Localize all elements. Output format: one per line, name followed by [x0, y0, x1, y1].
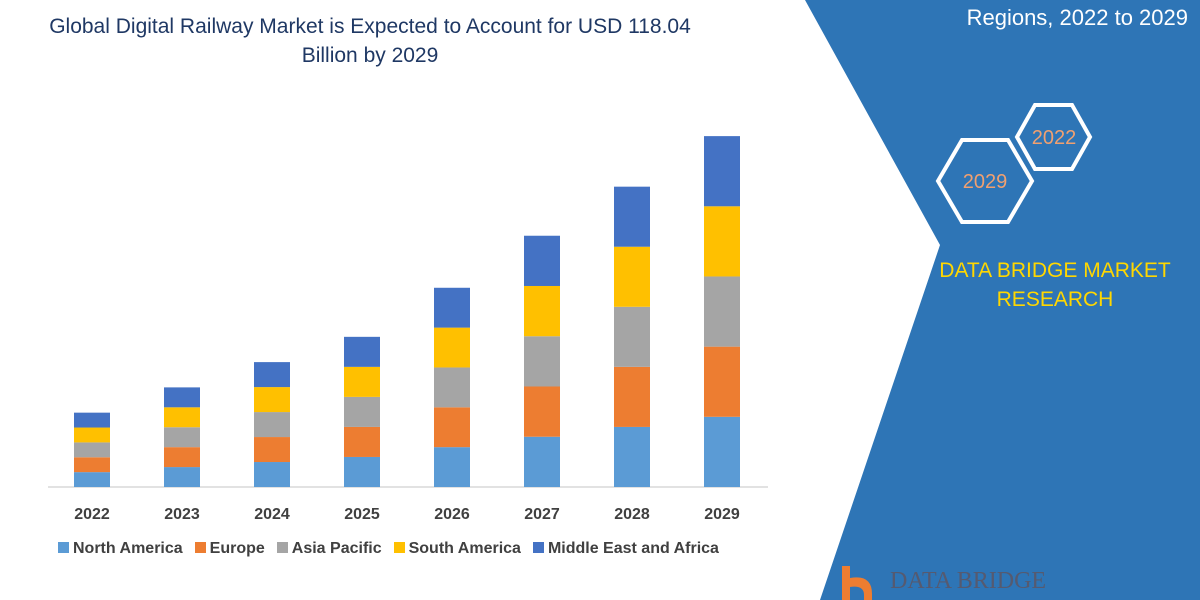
- bar-2028-middle-east-and-africa: [614, 186, 650, 247]
- legend-item: Middle East and Africa: [532, 540, 719, 558]
- bar-2024-north-america: [254, 462, 290, 487]
- bar-2027-europe: [524, 386, 560, 437]
- hexagon-2022: 2022: [1014, 103, 1093, 171]
- bar-2028-south-america: [614, 246, 650, 307]
- legend-swatch: [194, 542, 206, 553]
- bar-2026-south-america: [434, 327, 470, 368]
- x-tick-label: 2022: [74, 506, 110, 523]
- hexagon-2029: 2029: [935, 138, 1035, 224]
- bar-2023-north-america: [164, 467, 200, 487]
- bar-2029-europe: [704, 346, 740, 417]
- legend-label: Middle East and Africa: [547, 540, 719, 557]
- bar-2026-north-america: [434, 447, 470, 487]
- bar-2023-asia-pacific: [164, 427, 200, 448]
- x-tick-label: 2024: [254, 506, 290, 523]
- legend-label: North America: [73, 540, 183, 557]
- bar-2022-middle-east-and-africa: [74, 412, 110, 428]
- bar-2027-north-america: [524, 436, 560, 487]
- legend-item: Asia Pacific: [276, 540, 382, 558]
- bar-2023-europe: [164, 447, 200, 468]
- legend-swatch: [532, 542, 544, 553]
- logo-mark-icon: [842, 566, 872, 600]
- bar-2028-europe: [614, 366, 650, 427]
- bar-2024-south-america: [254, 387, 290, 413]
- chart-subtitle: Regions, 2022 to 2029: [966, 5, 1188, 30]
- legend-label: Asia Pacific: [291, 540, 382, 557]
- bar-2029-asia-pacific: [704, 276, 740, 347]
- bar-2026-middle-east-and-africa: [434, 287, 470, 328]
- chart-area: 2022 2023 2024 2025 2026 2027 2028 2029: [48, 136, 768, 523]
- bar-2022-north-america: [74, 472, 110, 487]
- bar-2024-middle-east-and-africa: [254, 362, 290, 388]
- bar-2028-asia-pacific: [614, 306, 650, 367]
- x-tick-label: 2027: [524, 506, 560, 523]
- bar-2023-south-america: [164, 407, 200, 428]
- x-tick-label: 2028: [614, 506, 650, 523]
- bar-2022-europe: [74, 457, 110, 473]
- legend-item: South America: [393, 540, 521, 558]
- bar-2027-asia-pacific: [524, 336, 560, 387]
- x-tick-label: 2025: [344, 506, 380, 523]
- bar-2026-asia-pacific: [434, 367, 470, 408]
- x-tick-label: 2026: [434, 506, 470, 523]
- bar-2022-asia-pacific: [74, 442, 110, 458]
- bar-2027-middle-east-and-africa: [524, 235, 560, 286]
- x-tick-label: 2023: [164, 506, 200, 523]
- bar-2024-asia-pacific: [254, 412, 290, 438]
- bar-2028-north-america: [614, 426, 650, 487]
- blue-panel: [805, 0, 1200, 600]
- bar-2029-south-america: [704, 206, 740, 277]
- brand-name: DATA BRIDGE MARKET RESEARCH: [939, 259, 1171, 311]
- legend: North America Europe Asia Pacific South Ame…: [58, 540, 719, 558]
- bar-2025-south-america: [344, 366, 380, 397]
- bar-2025-asia-pacific: [344, 396, 380, 427]
- x-tick-label: 2029: [704, 506, 740, 523]
- legend-swatch: [393, 542, 405, 553]
- chart-title: Global Digital Railway Market is Expecte…: [49, 15, 691, 67]
- bar-2025-middle-east-and-africa: [344, 336, 380, 367]
- bar-2026-europe: [434, 407, 470, 448]
- legend-label: South America: [408, 540, 521, 557]
- bar-2022-south-america: [74, 427, 110, 443]
- bar-2027-south-america: [524, 285, 560, 337]
- bar-2029-middle-east-and-africa: [704, 136, 740, 207]
- bar-2025-europe: [344, 426, 380, 457]
- bar-2025-north-america: [344, 456, 380, 487]
- hex-2022-label: 2022: [1032, 127, 1077, 149]
- hex-2029-label: 2029: [963, 171, 1008, 193]
- logo-text: DATA BRIDGE: [890, 568, 1047, 594]
- bar-2023-middle-east-and-africa: [164, 387, 200, 408]
- legend-swatch: [58, 542, 69, 553]
- legend-swatch: [276, 542, 288, 553]
- legend-item: North America: [58, 540, 183, 558]
- legend-item: Europe: [194, 540, 265, 558]
- bar-2029-north-america: [704, 416, 740, 487]
- legend-label: Europe: [209, 540, 265, 557]
- bar-2024-europe: [254, 437, 290, 463]
